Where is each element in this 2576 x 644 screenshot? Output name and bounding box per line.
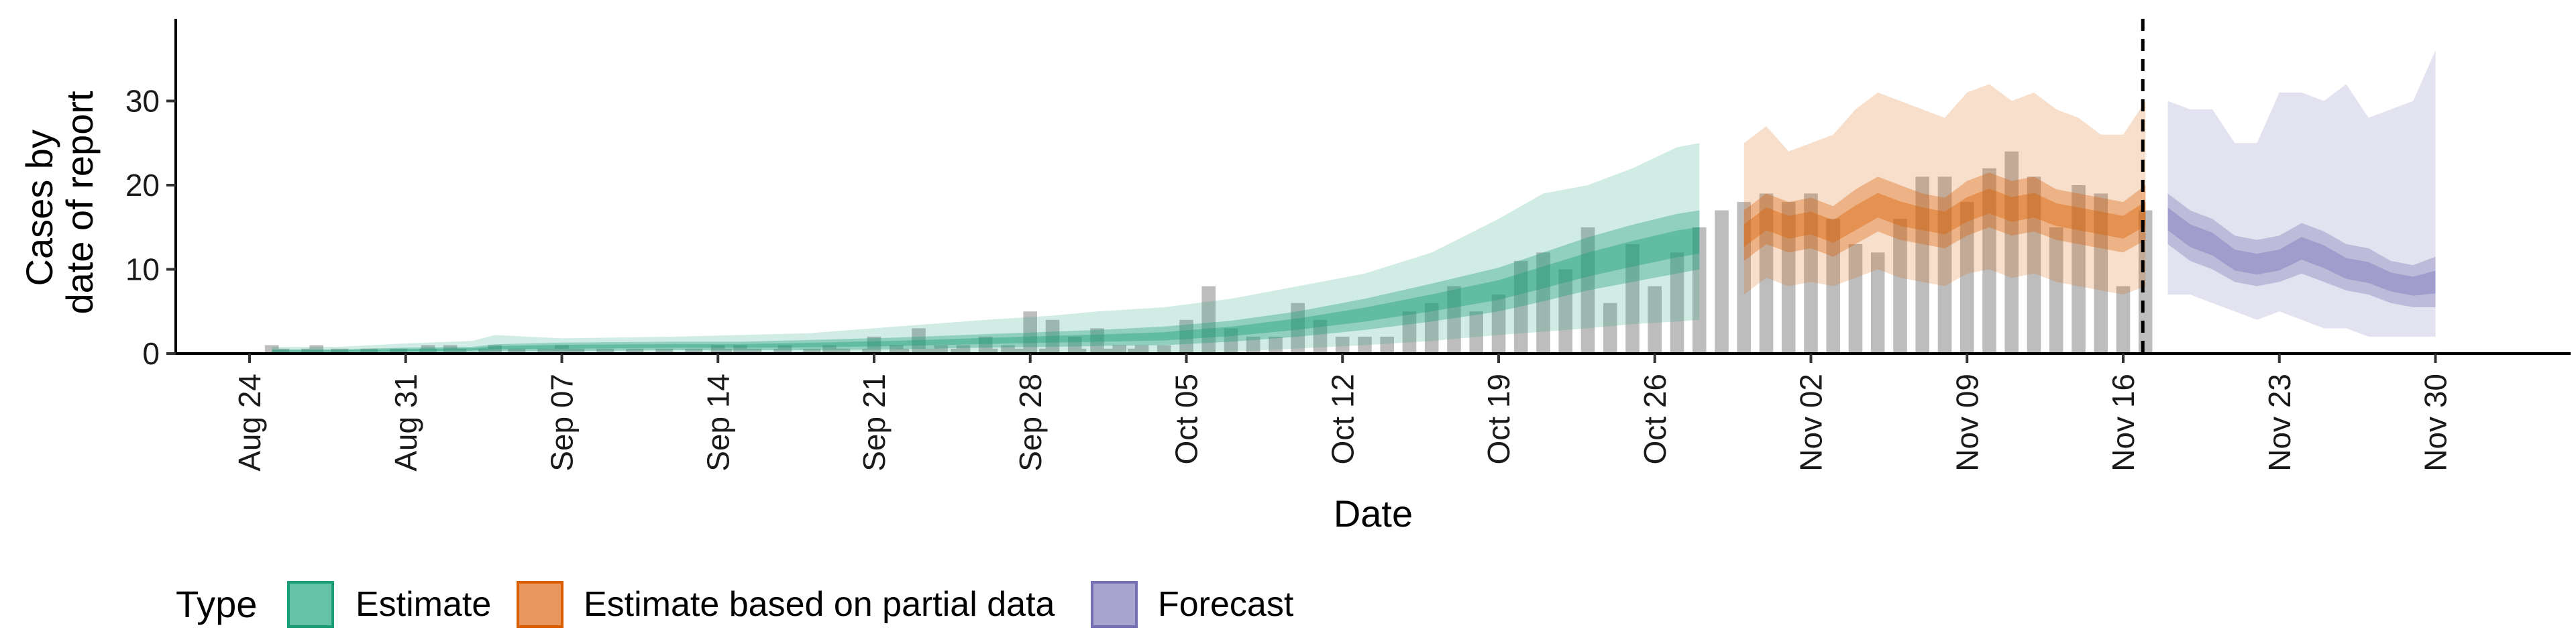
- y-tick-label: 0: [142, 336, 160, 371]
- data-bar: [1715, 210, 1729, 354]
- legend-label-partial: Estimate based on partial data: [584, 585, 1055, 624]
- data-bar: [1982, 168, 1996, 354]
- data-bar: [2116, 286, 2131, 354]
- x-tick-label: Oct 12: [1325, 374, 1360, 465]
- data-bar: [555, 345, 569, 354]
- data-bar: [1313, 319, 1328, 354]
- x-tick-label: Nov 30: [2418, 374, 2453, 472]
- x-tick-label: Aug 31: [388, 374, 423, 472]
- data-bar: [2094, 193, 2108, 354]
- data-bar: [2072, 185, 2086, 354]
- y-tick-label: 30: [125, 84, 160, 119]
- y-axis-title-line-2: date of report: [58, 91, 101, 315]
- y-axis-title: Cases by date of report: [18, 91, 101, 315]
- estimate-band-50: [272, 210, 1700, 353]
- data-bar: [1491, 294, 1506, 354]
- data-bar: [1536, 252, 1550, 354]
- axes: 0 10 20 30 Aug 24 Aug 31 Sep 07 Sep 14 Sep 21 Sep…: [125, 19, 2571, 472]
- data-bar: [733, 345, 747, 354]
- x-tick-label: Sep 28: [1013, 374, 1048, 472]
- x-tick-label: Oct 19: [1481, 374, 1516, 465]
- forecast-band-50: [2167, 193, 2436, 307]
- x-tick-label: Sep 21: [857, 374, 892, 472]
- data-bar: [1291, 303, 1305, 354]
- data-bar: [1781, 202, 1796, 354]
- x-tick-label: Oct 26: [1638, 374, 1672, 465]
- y-tick-label: 20: [125, 168, 160, 203]
- partial-band-50: [1743, 172, 2146, 261]
- data-bar: [1737, 202, 1751, 354]
- forecast-band-20: [2167, 207, 2436, 296]
- x-tick-label: Sep 14: [700, 374, 735, 472]
- x-tick-label: Nov 23: [2262, 374, 2297, 472]
- data-bar: [1402, 311, 1417, 354]
- data-bar: [1269, 336, 1283, 354]
- data-bar: [1513, 260, 1528, 354]
- data-bar: [1670, 252, 1684, 354]
- data-bar: [2004, 151, 2019, 354]
- data-bar: [2027, 176, 2041, 354]
- data-bar: [1870, 252, 1885, 354]
- data-bar: [1045, 319, 1060, 354]
- legend: Type Estimate Estimate based on partial …: [176, 581, 1294, 628]
- data-bar: [1580, 227, 1595, 354]
- x-tick-label: Nov 16: [2106, 374, 2141, 472]
- x-tick-label: Aug 24: [232, 374, 267, 472]
- data-bar: [1893, 219, 1907, 354]
- data-bar: [1090, 328, 1104, 354]
- legend-swatch-partial: [517, 581, 564, 628]
- data-bar: [1335, 336, 1350, 354]
- data-bar: [1826, 219, 1840, 354]
- y-tick-label: 10: [125, 252, 160, 287]
- x-tick-label: Sep 07: [545, 374, 580, 472]
- x-tick-label: Nov 02: [1794, 374, 1829, 472]
- legend-swatch-estimate: [287, 581, 334, 628]
- legend-label-estimate: Estimate: [356, 585, 491, 624]
- data-bar: [1625, 244, 1640, 354]
- forecast-band-90: [2167, 50, 2436, 337]
- data-bar: [1692, 227, 1707, 354]
- data-bar: [1648, 286, 1662, 354]
- partial-band-20: [1743, 189, 2146, 248]
- estimate-band-90: [272, 143, 1700, 354]
- data-bar: [1447, 286, 1461, 354]
- data-bar: [2049, 227, 2063, 354]
- plot-area: [264, 19, 2436, 354]
- x-tick-label: Oct 05: [1169, 374, 1204, 465]
- data-bar: [1112, 345, 1126, 354]
- data-bar: [1960, 202, 1974, 354]
- x-tick-label: Nov 09: [1949, 374, 1984, 472]
- legend-label-forecast: Forecast: [1158, 585, 1294, 624]
- data-bar: [1937, 176, 1952, 354]
- data-bar: [1246, 336, 1260, 354]
- y-axis-title-line-1: Cases by: [18, 129, 60, 286]
- data-bar: [1848, 244, 1863, 354]
- data-bar: [1804, 193, 1818, 354]
- partial-band-90: [1743, 84, 2146, 295]
- legend-title: Type: [176, 583, 257, 625]
- data-bar: [1380, 336, 1394, 354]
- data-bar: [1558, 269, 1572, 354]
- data-bar: [1224, 328, 1238, 354]
- data-bar: [1915, 176, 1929, 354]
- estimate-band-20: [272, 227, 1700, 352]
- data-bar: [1603, 303, 1617, 354]
- data-bar: [1179, 319, 1193, 354]
- data-bar: [912, 328, 926, 354]
- data-bar: [1201, 286, 1216, 354]
- data-bar: [1424, 303, 1439, 354]
- data-bar: [1023, 311, 1037, 354]
- data-bar: [1759, 193, 1774, 354]
- data-bar: [1358, 336, 1372, 354]
- data-bar: [1469, 311, 1483, 354]
- legend-swatch-forecast: [1091, 581, 1138, 628]
- x-axis-title: Date: [1334, 492, 1413, 535]
